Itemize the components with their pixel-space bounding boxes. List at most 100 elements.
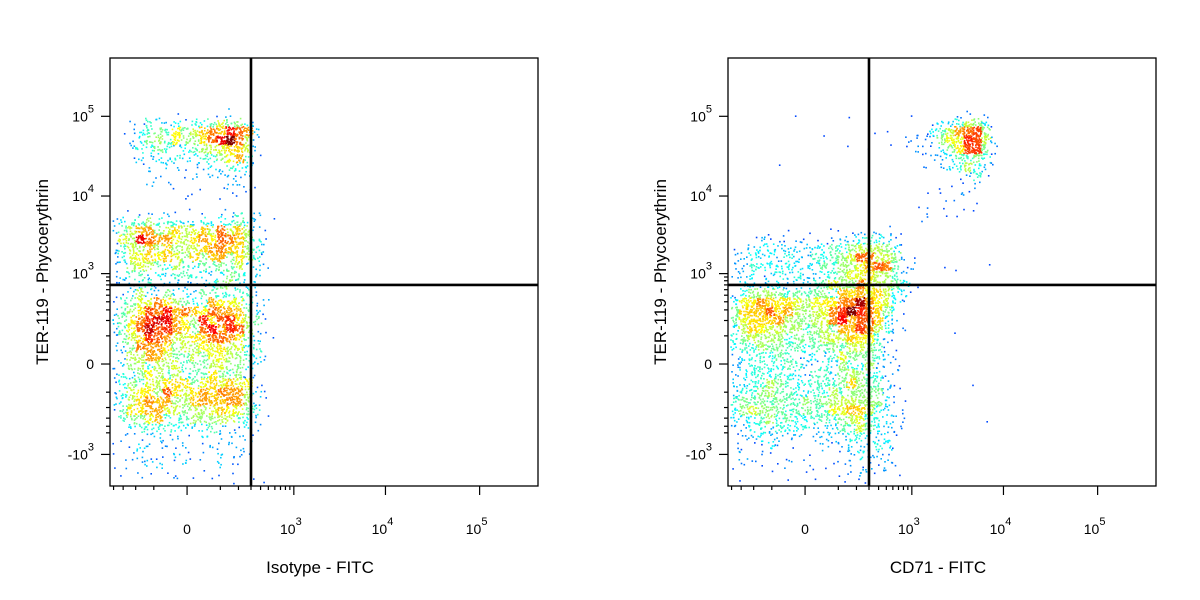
event-dot (159, 149, 162, 152)
event-dot (154, 303, 156, 306)
event-dot (147, 227, 149, 229)
event-dot (126, 312, 129, 315)
event-dot (125, 227, 127, 229)
event-dot (164, 344, 166, 346)
event-dot (212, 334, 215, 336)
event-dot (148, 306, 150, 308)
event-dot (246, 124, 249, 127)
event-dot (175, 246, 178, 248)
event-dot (166, 345, 169, 348)
event-dot (225, 326, 228, 328)
event-dot (256, 273, 258, 276)
event-dot (209, 365, 211, 367)
event-dot (170, 322, 173, 324)
event-dot (130, 327, 133, 330)
event-dot (242, 311, 244, 314)
event-dot (127, 324, 129, 327)
event-dot (164, 312, 167, 314)
event-dot (204, 154, 207, 157)
event-dot (235, 271, 237, 274)
event-dot (224, 360, 227, 363)
event-dot (179, 415, 182, 418)
event-dot (224, 414, 226, 417)
event-dot (183, 329, 185, 331)
event-dot (180, 132, 183, 135)
event-dot (159, 305, 162, 308)
event-dot (140, 327, 143, 329)
event-dot (220, 249, 223, 252)
event-dot (146, 433, 149, 436)
event-dot (230, 128, 232, 131)
event-dot (204, 385, 207, 387)
event-dot (160, 397, 163, 399)
event-dot (162, 401, 165, 404)
event-dot (247, 413, 249, 416)
event-dot (126, 363, 129, 365)
event-dot (244, 385, 247, 388)
event-dot (234, 383, 237, 385)
event-dot (175, 360, 177, 362)
event-dot (233, 296, 236, 299)
event-dot (236, 304, 239, 307)
event-dot (202, 168, 205, 171)
event-dot (248, 229, 251, 232)
event-dot (142, 239, 144, 241)
event-dot (155, 419, 157, 421)
event-dot (236, 317, 239, 320)
event-dot (217, 245, 219, 247)
event-dot (158, 148, 161, 151)
event-dot (175, 223, 177, 226)
event-dot (129, 235, 132, 237)
event-dot (190, 320, 192, 323)
event-dot (175, 378, 177, 381)
event-dot (150, 349, 152, 351)
event-dot (224, 240, 227, 242)
event-dot (259, 154, 262, 157)
event-dot (208, 396, 211, 398)
event-dot (225, 248, 227, 250)
event-dot (220, 245, 223, 248)
event-dot (243, 307, 245, 309)
event-dot (229, 234, 231, 237)
event-dot (202, 388, 205, 391)
event-dot (210, 165, 213, 167)
event-dot (208, 393, 210, 395)
event-dot (163, 317, 165, 319)
event-dot (241, 413, 244, 415)
event-dot (184, 239, 187, 241)
event-dot (131, 222, 133, 224)
event-dot (131, 260, 133, 263)
event-dot (153, 242, 156, 245)
event-dot (212, 289, 214, 291)
event-dot (242, 245, 244, 248)
event-dot (234, 133, 237, 135)
event-dot (134, 304, 136, 306)
event-dot (227, 378, 230, 380)
event-dot (146, 428, 149, 431)
event-dot (207, 118, 209, 120)
event-dot (138, 158, 140, 161)
event-dot (194, 336, 197, 339)
event-dot (237, 334, 239, 336)
event-dot (201, 435, 203, 438)
event-dot (207, 376, 209, 379)
event-dot (140, 391, 142, 394)
event-dot (186, 138, 188, 141)
event-dot (146, 234, 148, 237)
event-dot (242, 421, 245, 424)
event-dot (193, 239, 196, 242)
event-dot (253, 374, 256, 377)
event-dot (139, 245, 141, 248)
event-dot (225, 147, 228, 149)
event-dot (197, 387, 200, 390)
event-dot (192, 300, 195, 303)
event-dot (211, 319, 213, 322)
event-dot (254, 218, 257, 221)
event-dot (212, 330, 214, 333)
event-dot (180, 272, 182, 274)
event-dot (152, 308, 154, 311)
event-dot (150, 268, 152, 270)
event-dot (157, 297, 160, 300)
event-dot (220, 253, 222, 256)
event-dot (173, 413, 175, 416)
